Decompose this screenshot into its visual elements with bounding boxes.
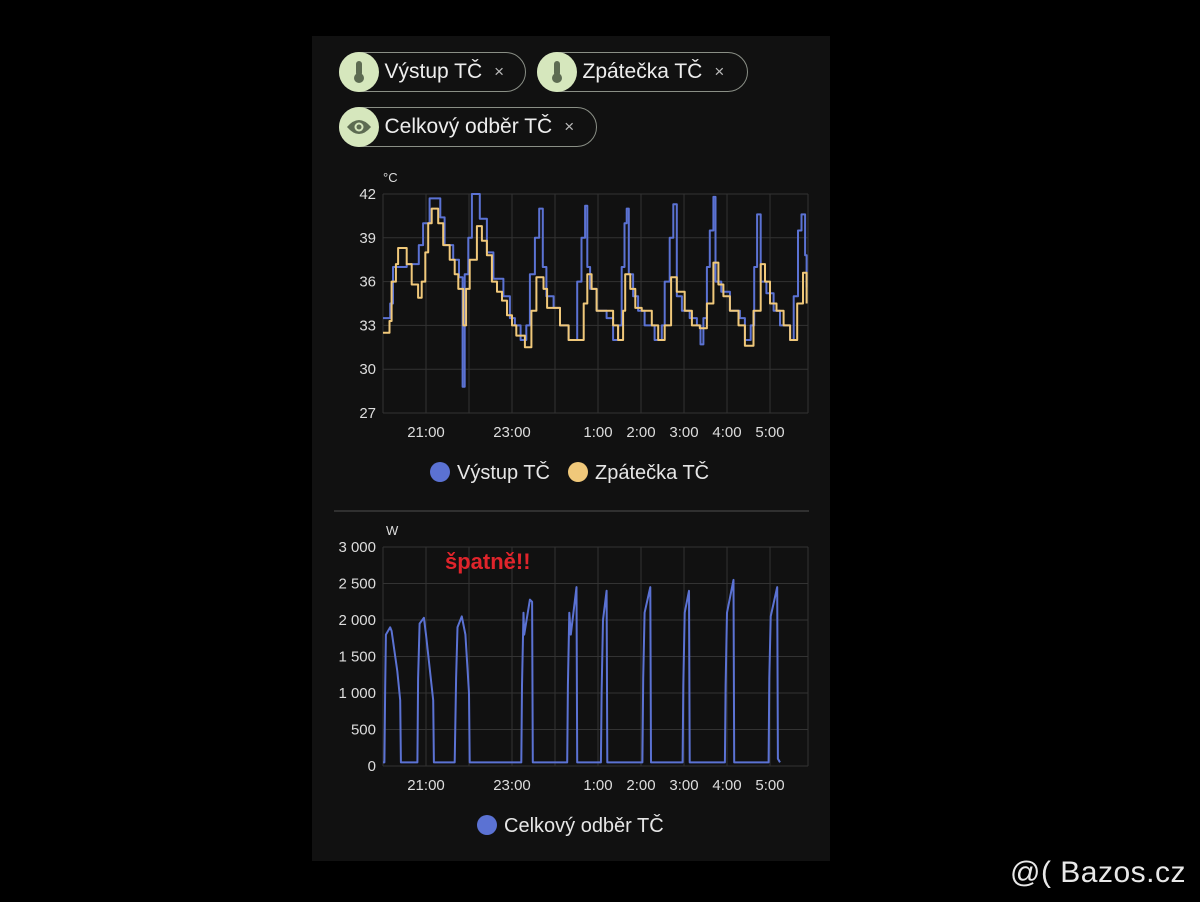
close-icon[interactable]: × [714, 62, 725, 81]
legend-marker [568, 462, 588, 482]
close-icon[interactable]: × [564, 117, 575, 136]
annotation-text: špatně!! [445, 549, 531, 574]
eye-icon [338, 107, 379, 147]
x-tick-label: 1:00 [583, 424, 612, 441]
chip-celkovy-odber[interactable]: Celkový odběr TČ × [338, 107, 597, 147]
watermark: @( Bazos.cz [1010, 856, 1186, 889]
x-tick-label: 21:00 [407, 424, 445, 441]
x-tick-label: 5:00 [755, 424, 784, 441]
chip-zpatecka[interactable]: Zpátečka TČ × [536, 52, 748, 92]
y-tick-label: 42 [359, 186, 376, 203]
x-tick-label: 21:00 [407, 777, 445, 794]
temperature-chart[interactable]: 42 39 36 33 30 27 °C 21:00 23:00 1:00 2:00 3:00 4:00… [359, 170, 809, 484]
series-line-zpatecka [383, 207, 808, 349]
y-tick-label: 30 [359, 361, 376, 378]
chip-label: Zpátečka TČ [582, 60, 703, 83]
legend-marker [430, 462, 450, 482]
chip-label: Celkový odběr TČ [384, 115, 553, 138]
y-unit-label: W [386, 523, 399, 538]
x-tick-label: 23:00 [493, 777, 531, 794]
y-tick-label: 0 [368, 758, 376, 775]
series-line-celkovy-odber [383, 578, 781, 764]
x-tick-label: 23:00 [493, 424, 531, 441]
y-tick-label: 3 000 [338, 539, 376, 556]
y-tick-label: 2 000 [338, 612, 376, 629]
x-tick-label: 2:00 [626, 424, 655, 441]
y-unit-label: °C [383, 170, 398, 185]
legend-label: Celkový odběr TČ [504, 814, 664, 837]
legend-label: Výstup TČ [457, 461, 550, 484]
y-tick-label: 500 [351, 722, 376, 739]
y-tick-label: 39 [359, 230, 376, 247]
y-tick-label: 1 000 [338, 685, 376, 702]
thermometer-icon [536, 52, 577, 92]
thermometer-icon [338, 52, 379, 92]
x-tick-label: 1:00 [583, 777, 612, 794]
y-tick-label: 2 500 [338, 576, 376, 593]
chip-vystup[interactable]: Výstup TČ × [338, 52, 526, 92]
chip-label: Výstup TČ [384, 60, 483, 83]
x-tick-label: 4:00 [712, 777, 741, 794]
history-card [312, 36, 830, 861]
power-chart[interactable]: 3 000 2 500 2 000 1 500 1 000 500 0 W 21:00 23:00… [338, 523, 809, 837]
x-tick-label: 3:00 [669, 777, 698, 794]
y-tick-label: 27 [359, 405, 376, 422]
x-tick-label: 2:00 [626, 777, 655, 794]
close-icon[interactable]: × [494, 62, 505, 81]
legend-label: Zpátečka TČ [595, 461, 709, 484]
legend-marker [477, 815, 497, 835]
y-tick-label: 33 [359, 317, 376, 334]
y-tick-label: 1 500 [338, 649, 376, 666]
x-tick-label: 5:00 [755, 777, 784, 794]
x-tick-label: 4:00 [712, 424, 741, 441]
series-line-vystup [383, 193, 808, 388]
x-tick-label: 3:00 [669, 424, 698, 441]
y-tick-label: 36 [359, 274, 376, 291]
